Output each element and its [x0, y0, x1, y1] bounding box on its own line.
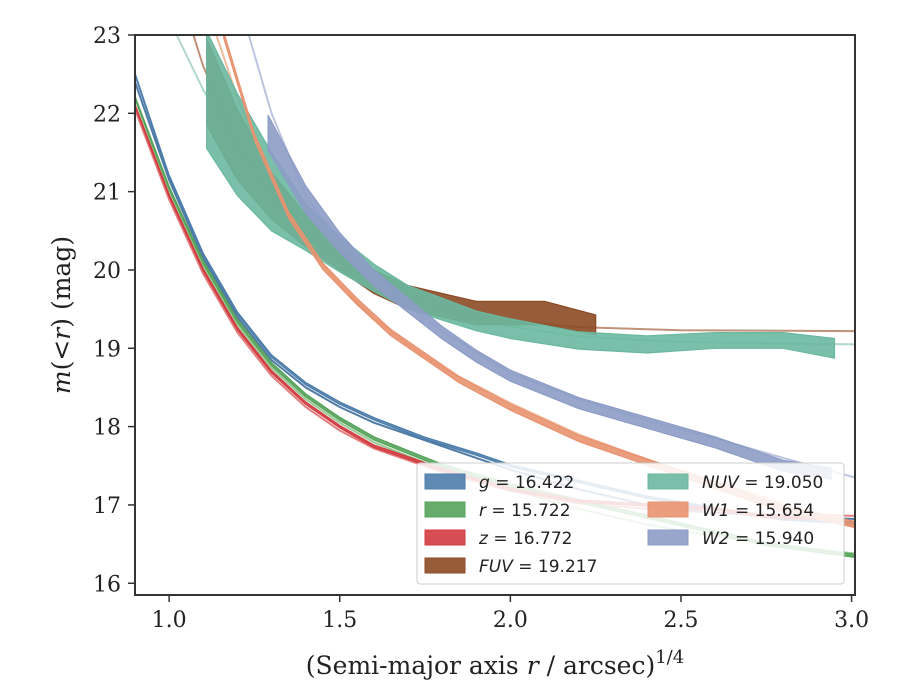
legend-entries: g = 16.422 r = 15.722 z = 16.772 FUV = 19.2…: [424, 473, 823, 577]
legend-label: NUV = 19.050: [702, 473, 823, 493]
legend-swatch: [424, 473, 466, 490]
legend: g = 16.422 r = 15.722 z = 16.772 FUV = 19.2…: [416, 462, 845, 585]
legend-label: W1 = 15.654: [702, 501, 814, 521]
y-tick-label: 22: [93, 102, 121, 127]
x-tick-label: 3.0: [834, 608, 869, 633]
x-axis-label: (Semi-major axis r / arcsec)1/4: [306, 647, 684, 680]
legend-label: W2 = 15.940: [702, 529, 814, 549]
axis-ticks: 1.0 1.5 2.0 2.5 3.0 16 17 18 19 20 21 22 23: [93, 24, 869, 633]
x-tick-label: 1.0: [152, 608, 187, 633]
legend-label: g = 16.422: [479, 473, 574, 493]
x-tick-label: 2.5: [663, 608, 698, 633]
legend-label: z = 16.772: [478, 529, 572, 549]
legend-label: FUV = 19.217: [479, 557, 597, 577]
y-tick-label: 17: [93, 494, 121, 519]
legend-swatch: [424, 529, 466, 546]
legend-swatch: [647, 473, 689, 490]
x-tick-label: 1.5: [322, 608, 357, 633]
legend-swatch: [424, 557, 466, 574]
legend-swatch: [424, 501, 466, 518]
plot-frame: [134, 34, 856, 596]
legend-box: [416, 462, 845, 585]
y-axis-label: m(<r) (mag): [47, 236, 76, 394]
data-band-r: [135, 95, 855, 558]
plot-area: [135, 35, 855, 558]
y-tick-label: 16: [93, 572, 121, 597]
legend-label: r = 15.722: [479, 501, 571, 521]
legend-swatch: [647, 501, 689, 518]
y-tick-label: 18: [93, 416, 121, 441]
data-band-w1: [223, 35, 855, 529]
legend-swatch: [647, 529, 689, 546]
x-tick-label: 2.0: [493, 608, 528, 633]
data-band-g: [135, 72, 855, 525]
y-tick-label: 20: [93, 259, 121, 284]
y-tick-label: 21: [93, 181, 121, 206]
y-tick-label: 19: [93, 337, 121, 362]
y-tick-label: 23: [93, 24, 121, 49]
